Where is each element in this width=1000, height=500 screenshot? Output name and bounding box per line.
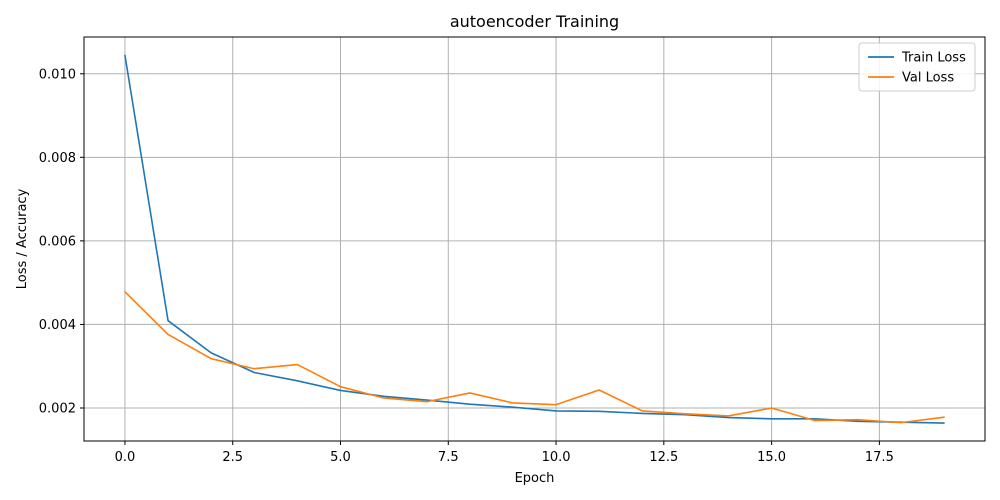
- legend-label: Val Loss: [902, 71, 954, 86]
- x-tick-label: 15.0: [757, 450, 786, 465]
- legend-box: [858, 42, 976, 92]
- x-axis-label: Epoch: [515, 471, 555, 486]
- tick-layer: 0.0 2.5 5.0 7.5 10.0 12.5 15.0 17.5 0.002 0.004 0.…: [39, 67, 894, 465]
- y-tick-label: 0.010: [39, 67, 76, 82]
- y-axis-label: Loss / Accuracy: [15, 188, 30, 289]
- y-tick-label: 0.006: [39, 234, 76, 249]
- y-tick-label: 0.004: [39, 318, 76, 333]
- y-tick-label: 0.008: [39, 151, 76, 166]
- chart-title: autoencoder Training: [450, 12, 619, 31]
- grid-layer: [84, 37, 985, 441]
- series-line-val-loss: [124, 291, 945, 424]
- x-tick-label: 0.0: [115, 450, 136, 465]
- x-tick-label: 17.5: [865, 450, 894, 465]
- legend-label: Train Loss: [901, 51, 966, 66]
- x-tick-label: 12.5: [649, 450, 678, 465]
- plot-frame: [83, 36, 986, 442]
- x-tick-label: 2.5: [222, 450, 243, 465]
- x-tick-label: 10.0: [542, 450, 571, 465]
- series-layer: [124, 54, 945, 424]
- x-tick-label: 5.0: [330, 450, 351, 465]
- y-tick-label: 0.002: [39, 401, 76, 416]
- x-tick-label: 7.5: [438, 450, 459, 465]
- legend: Train Loss Val Loss: [858, 42, 976, 92]
